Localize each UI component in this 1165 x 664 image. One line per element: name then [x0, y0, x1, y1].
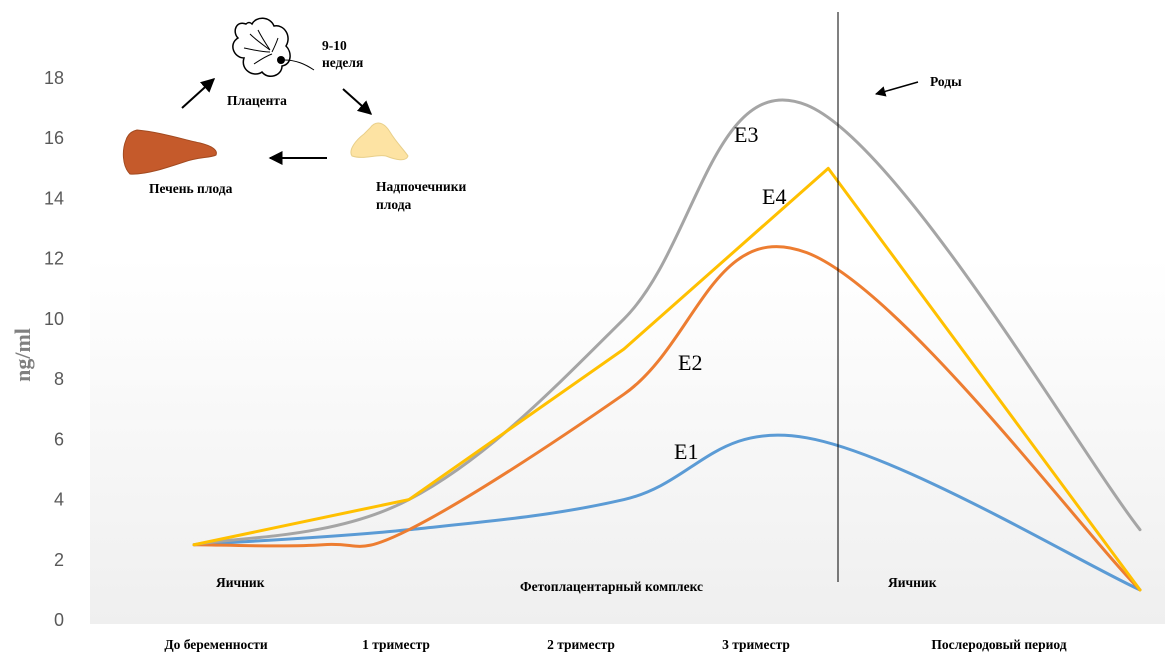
series-label-e3: E3: [734, 122, 758, 147]
y-tick-label: 6: [54, 429, 64, 449]
week-label: 9-10: [322, 38, 347, 53]
x-category-label: 2 триместр: [547, 637, 615, 652]
series-line-e2: [192, 245, 1142, 592]
liver-label: Печень плода: [149, 181, 233, 196]
y-tick-label: 8: [54, 369, 64, 389]
x-category-label: 3 триместр: [722, 637, 790, 652]
y-tick-label: 12: [44, 249, 64, 269]
phase-label-ovary-2: Яичник: [888, 575, 937, 590]
arrow-liver-to-placenta: [181, 78, 216, 109]
birth-label: Роды: [930, 74, 962, 89]
series-label-e4: E4: [762, 184, 786, 209]
fetal-liver-icon: [122, 129, 217, 175]
fetal-adrenal-icon: [350, 122, 409, 161]
adrenal-label: Надпочечники: [376, 179, 466, 194]
y-tick-label: 18: [44, 68, 64, 88]
y-axis-label: ng/ml: [10, 328, 35, 382]
x-category-label: 1 триместр: [362, 637, 430, 652]
series-line-e3: [192, 98, 1142, 547]
series-label-e1: E1: [674, 439, 698, 464]
y-tick-label: 10: [44, 309, 64, 329]
y-tick-label: 16: [44, 128, 64, 148]
x-axis-categories: До беременности 1 триместр 2 триместр 3 три…: [164, 637, 1066, 652]
y-tick-label: 2: [54, 550, 64, 570]
x-category-label: Послеродовый период: [931, 637, 1066, 652]
y-axis-ticks: 0 2 4 6 8 10 12 14 16 18: [44, 68, 64, 630]
series-line-e4: [192, 166, 1142, 592]
series-label-e2: E2: [678, 350, 702, 375]
series-layer: [192, 98, 1142, 592]
steroidogenesis-diagram: 9-10 неделя Плацента Печень плода Надпоч…: [122, 17, 466, 212]
y-tick-label: 14: [44, 188, 64, 208]
placenta-label: Плацента: [227, 93, 287, 108]
phase-label-fetoplacental: Фетоплацентарный комплекс: [520, 579, 703, 594]
adrenal-label-line2: плода: [376, 197, 412, 212]
series-line-e1: [192, 433, 1142, 592]
birth-arrow: [874, 81, 919, 97]
placenta-icon: [232, 17, 315, 77]
y-tick-label: 0: [54, 610, 64, 630]
y-tick-label: 4: [54, 490, 64, 510]
phase-label-ovary-1: Яичник: [216, 575, 265, 590]
week-label-line2: неделя: [322, 55, 363, 70]
arrow-placenta-to-adrenal: [342, 88, 373, 115]
x-category-label: До беременности: [164, 637, 268, 652]
